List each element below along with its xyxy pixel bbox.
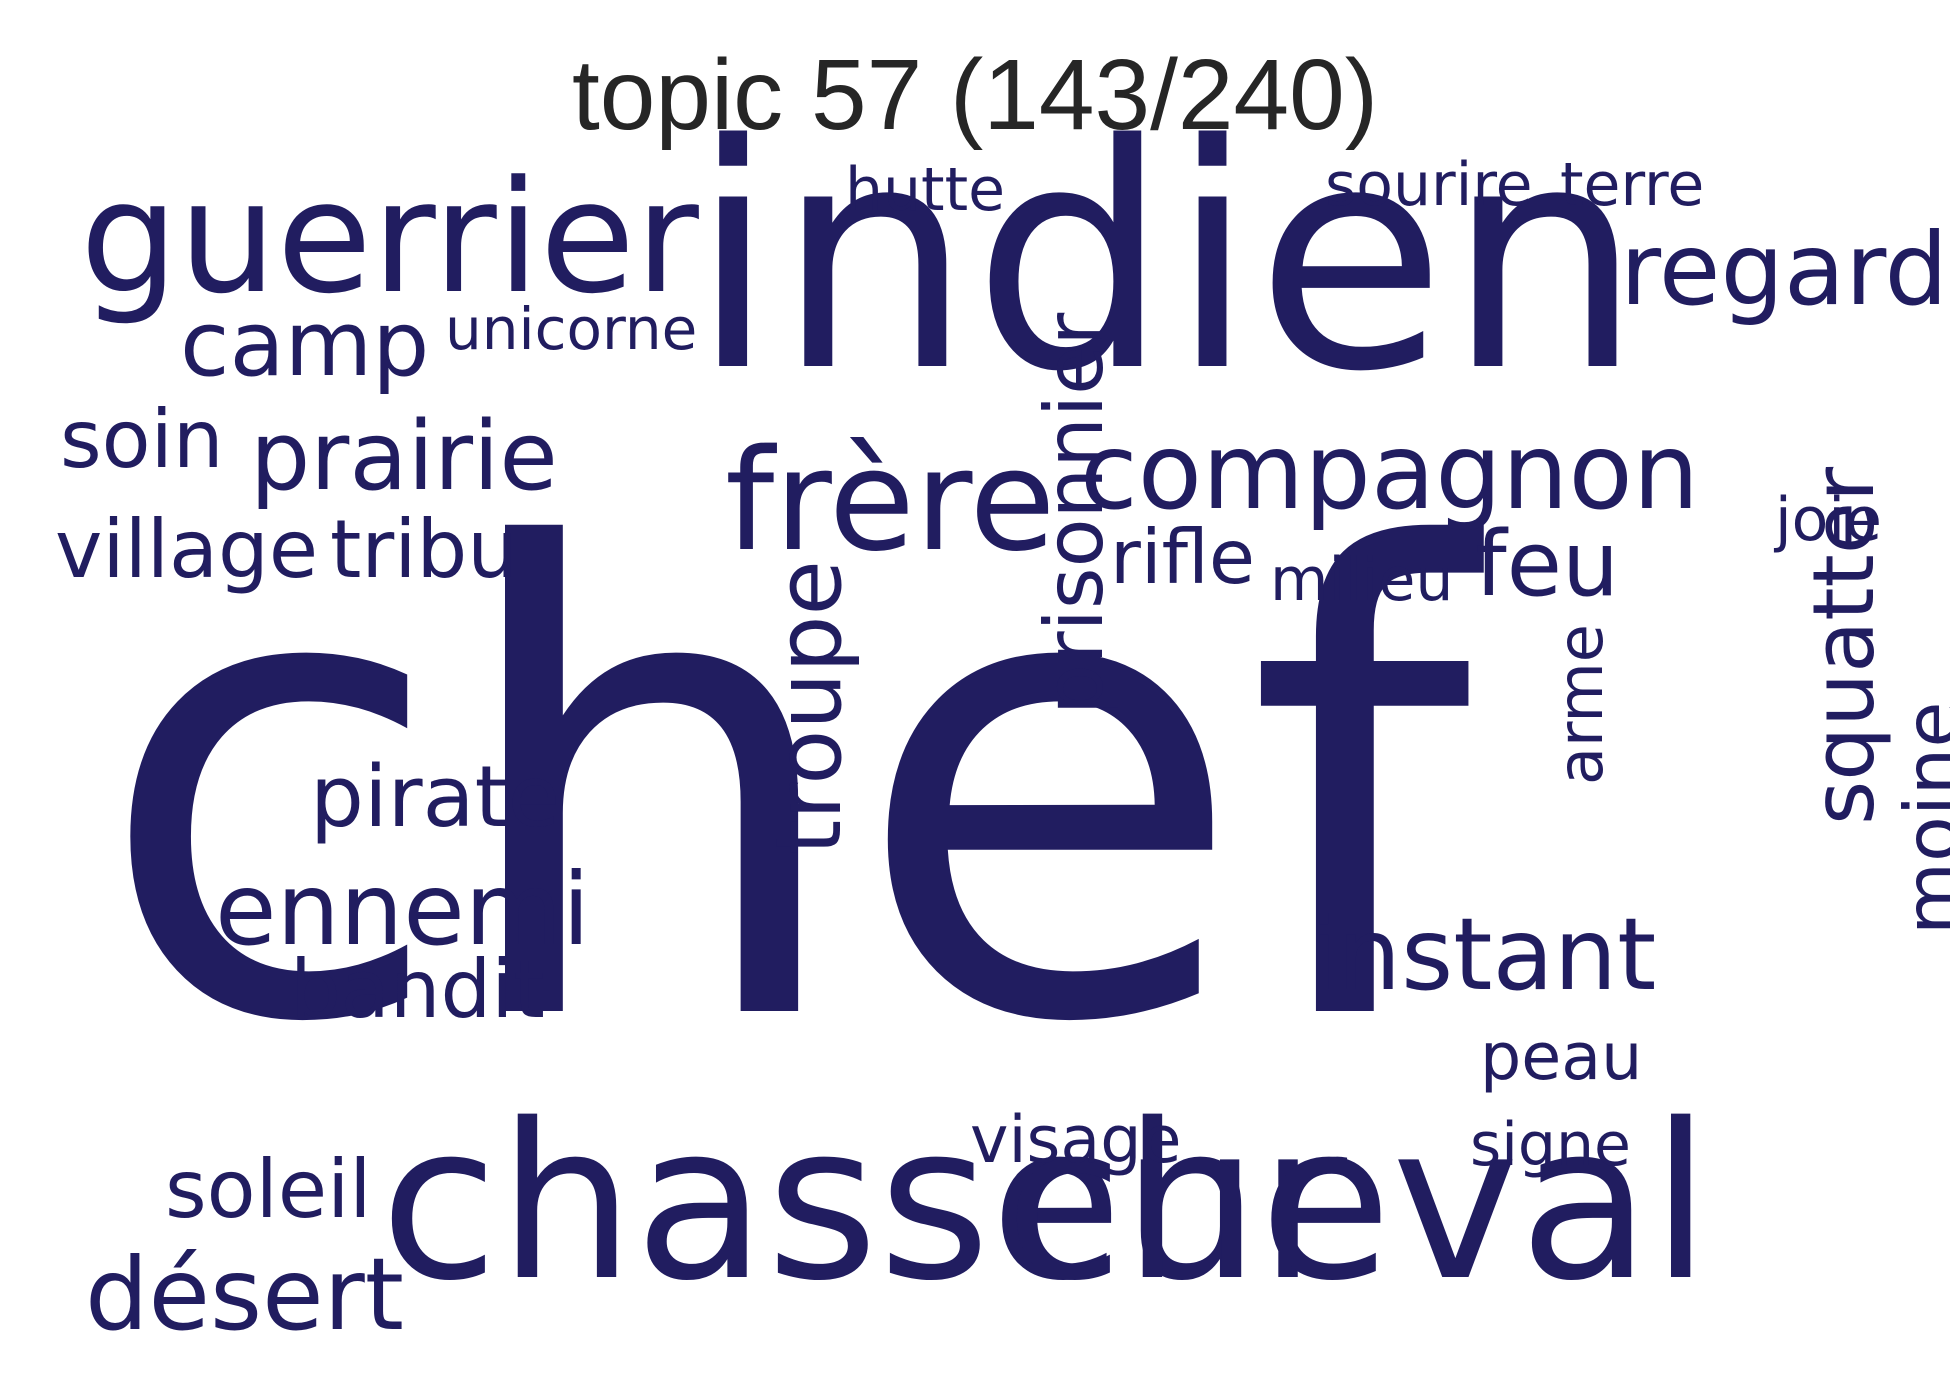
- word-soin: soin: [60, 393, 224, 486]
- word-chef: chef: [95, 417, 1472, 1162]
- page-title: topic 57 (143/240): [571, 39, 1379, 151]
- word-compagnon: compagnon: [1080, 411, 1700, 533]
- word-village: village: [55, 503, 319, 596]
- word-bandit: bandit: [290, 943, 545, 1036]
- word-guerrier: guerrier: [80, 147, 699, 328]
- word-visage: visage: [970, 1103, 1182, 1178]
- word-peau: peau: [1480, 1020, 1643, 1095]
- word-moine: moine: [1888, 701, 1950, 935]
- word-rifle: rifle: [1110, 513, 1256, 601]
- word-joie: joie: [1775, 485, 1882, 555]
- word-milieu: milieu: [1270, 545, 1454, 615]
- word-squatter: squatter: [1795, 466, 1894, 825]
- word-prisonnier: prisonnier: [1028, 312, 1121, 715]
- word-tribu: tribu: [330, 503, 518, 596]
- word-instant: instant: [1310, 896, 1657, 1013]
- word-arme: arme: [1544, 624, 1617, 785]
- word-chasseur: chasseur: [380, 1077, 1348, 1328]
- word-feu: feu: [1475, 512, 1620, 617]
- word-désert: désert: [85, 1236, 404, 1353]
- word-pirate: pirate: [310, 748, 561, 847]
- word-regard: regard: [1620, 211, 1949, 328]
- word-sourire: sourire: [1325, 150, 1533, 220]
- word-indien: indien: [690, 79, 1643, 440]
- word-camp: camp: [180, 292, 430, 397]
- word-unicorne: unicorne: [445, 295, 698, 363]
- word-frère: frère: [725, 420, 1056, 583]
- word-signe: signe: [1470, 1110, 1631, 1180]
- word-hutte: hutte: [845, 155, 1006, 225]
- word-cheval: cheval: [1005, 1077, 1711, 1328]
- word-prairie: prairie: [250, 402, 558, 512]
- word-ennemi: ennemi: [215, 851, 590, 968]
- word-terre: terre: [1560, 150, 1705, 220]
- word-soleil: soleil: [165, 1143, 372, 1236]
- word-troupe: troupe: [757, 560, 862, 855]
